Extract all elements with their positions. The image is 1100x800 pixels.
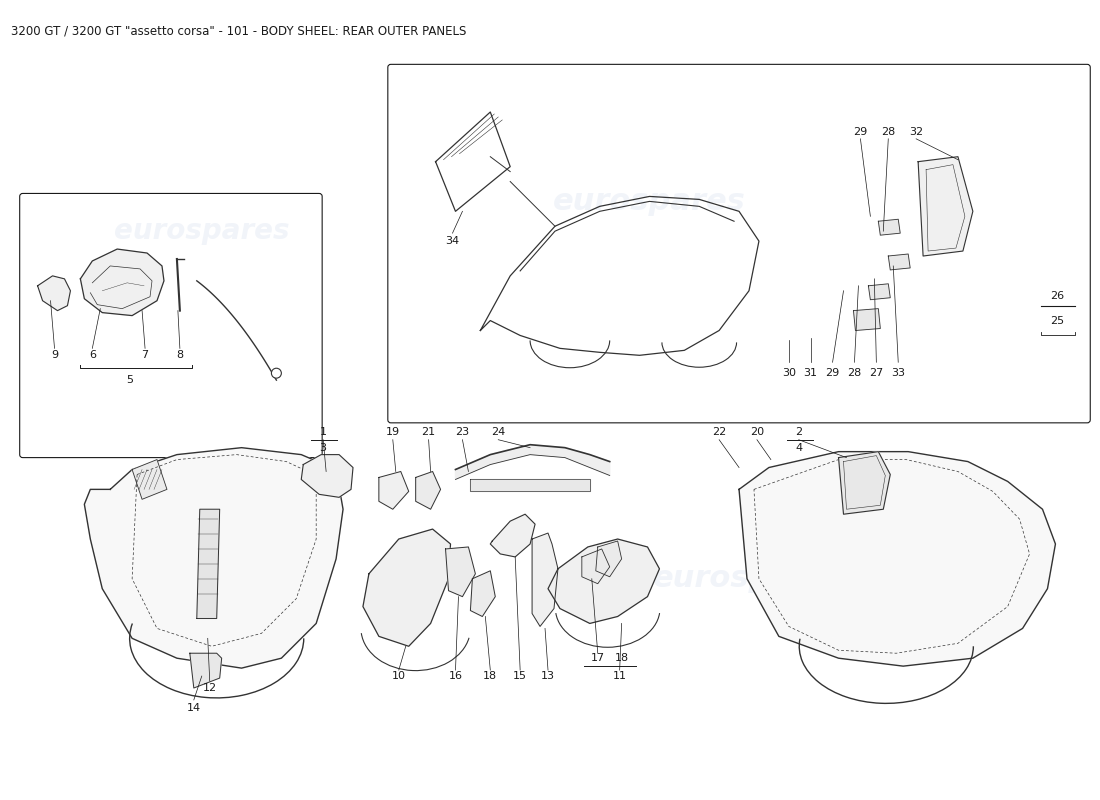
- Text: 4: 4: [795, 442, 802, 453]
- Text: 8: 8: [176, 350, 184, 360]
- Polygon shape: [582, 549, 609, 584]
- Text: 26: 26: [1050, 290, 1065, 301]
- Text: 13: 13: [541, 671, 556, 681]
- Polygon shape: [889, 254, 910, 270]
- Text: 16: 16: [449, 671, 462, 681]
- Polygon shape: [918, 157, 972, 256]
- Text: 24: 24: [491, 426, 505, 437]
- Polygon shape: [878, 219, 900, 235]
- Text: 18: 18: [483, 671, 497, 681]
- Text: 5: 5: [126, 375, 133, 385]
- Polygon shape: [363, 529, 451, 646]
- Polygon shape: [532, 533, 558, 626]
- Polygon shape: [868, 284, 890, 300]
- Circle shape: [272, 368, 282, 378]
- Polygon shape: [190, 654, 222, 688]
- Polygon shape: [80, 249, 164, 315]
- Polygon shape: [446, 547, 475, 597]
- Text: 33: 33: [891, 368, 905, 378]
- Text: 11: 11: [613, 671, 627, 681]
- Polygon shape: [471, 571, 495, 617]
- Text: 25: 25: [1050, 315, 1065, 326]
- Text: 19: 19: [386, 426, 400, 437]
- Text: eurospares: eurospares: [106, 564, 298, 594]
- Text: 9: 9: [51, 350, 58, 360]
- Polygon shape: [838, 452, 890, 514]
- Text: eurospares: eurospares: [553, 187, 746, 216]
- Polygon shape: [548, 539, 659, 623]
- Text: 3: 3: [320, 442, 327, 453]
- Polygon shape: [85, 448, 343, 668]
- Text: 29: 29: [854, 127, 868, 137]
- Text: 7: 7: [142, 350, 148, 360]
- Text: 14: 14: [187, 703, 201, 713]
- Polygon shape: [301, 454, 353, 498]
- Text: 28: 28: [847, 368, 861, 378]
- Text: 21: 21: [421, 426, 436, 437]
- Text: 3200 GT / 3200 GT "assetto corsa" - 101 - BODY SHEEL: REAR OUTER PANELS: 3200 GT / 3200 GT "assetto corsa" - 101 …: [11, 25, 466, 38]
- Polygon shape: [132, 459, 167, 499]
- Polygon shape: [37, 276, 70, 310]
- Polygon shape: [471, 479, 590, 491]
- Text: 28: 28: [881, 127, 895, 137]
- Text: 15: 15: [514, 671, 527, 681]
- FancyBboxPatch shape: [20, 194, 322, 458]
- Text: 12: 12: [202, 683, 217, 693]
- Text: 27: 27: [869, 368, 883, 378]
- Text: 2: 2: [795, 426, 802, 437]
- Polygon shape: [436, 112, 510, 211]
- Text: 17: 17: [591, 653, 605, 663]
- Polygon shape: [854, 309, 880, 330]
- Text: eurospares: eurospares: [114, 217, 289, 245]
- Text: 30: 30: [782, 368, 795, 378]
- Text: 6: 6: [89, 350, 96, 360]
- Text: eurospares: eurospares: [652, 564, 846, 594]
- Text: 29: 29: [825, 368, 839, 378]
- Text: 20: 20: [750, 426, 764, 437]
- Text: 34: 34: [446, 236, 460, 246]
- Text: 18: 18: [615, 653, 629, 663]
- Polygon shape: [739, 452, 1055, 666]
- Polygon shape: [455, 445, 609, 479]
- FancyBboxPatch shape: [388, 64, 1090, 423]
- Polygon shape: [416, 471, 441, 510]
- Text: 22: 22: [712, 426, 726, 437]
- Polygon shape: [197, 510, 220, 618]
- Polygon shape: [378, 471, 409, 510]
- Text: 32: 32: [909, 127, 923, 137]
- Polygon shape: [491, 514, 535, 557]
- Text: 1: 1: [320, 426, 327, 437]
- Polygon shape: [596, 541, 622, 577]
- Text: 31: 31: [804, 368, 817, 378]
- Text: 10: 10: [392, 671, 406, 681]
- Text: 23: 23: [455, 426, 470, 437]
